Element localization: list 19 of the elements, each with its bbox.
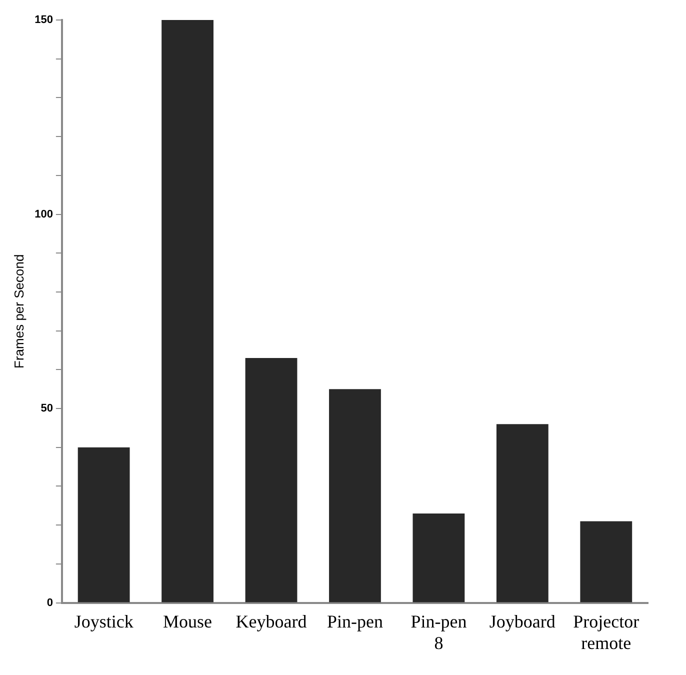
x-tick-label: Mouse: [163, 611, 212, 632]
x-tick-label: Pin-pen: [326, 611, 383, 632]
bar: [78, 447, 130, 602]
bar: [329, 389, 381, 602]
y-tick-label: 150: [34, 14, 53, 26]
x-tick-label: Joystick: [74, 611, 134, 632]
y-axis-title: Frames per Second: [11, 254, 26, 368]
x-tick-label: Pin-pen 8: [410, 611, 467, 653]
x-tick-label: Keyboard: [236, 611, 307, 632]
bar: [496, 424, 548, 602]
bar: [245, 358, 298, 602]
y-tick-label: 0: [46, 596, 53, 609]
bar: [412, 513, 465, 602]
bar: [580, 521, 632, 602]
bar: [162, 20, 214, 602]
y-tick-label: 50: [40, 402, 53, 415]
x-tick-label: Projector remote: [573, 611, 640, 653]
y-tick-label: 100: [34, 208, 53, 220]
x-tick-label: Joyboard: [489, 611, 556, 632]
